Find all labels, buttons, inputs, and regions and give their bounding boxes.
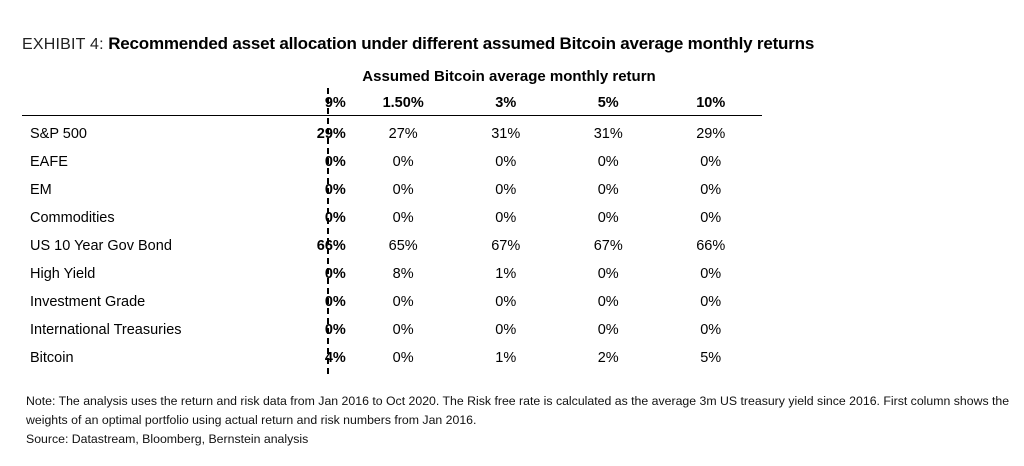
table-row: S&P 500 29% 27% 31% 31% 29% bbox=[22, 116, 762, 149]
table-cell: 0% bbox=[495, 210, 517, 226]
table-cell: 0% bbox=[597, 266, 619, 282]
row-label: International Treasuries bbox=[30, 322, 182, 338]
table-row: International Treasuries 0% 0% 0% 0% 0% bbox=[22, 316, 762, 344]
exhibit-title: Recommended asset allocation under diffe… bbox=[108, 34, 815, 53]
table-cell: 0% bbox=[597, 322, 619, 338]
column-header: 9% bbox=[296, 90, 352, 116]
table-cell: 0% bbox=[495, 182, 517, 198]
table-row: EM 0% 0% 0% 0% 0% bbox=[22, 176, 762, 204]
table-cell: 27% bbox=[388, 126, 418, 142]
table-cell: 0% bbox=[324, 322, 346, 338]
table-cell: 31% bbox=[491, 126, 521, 142]
table-row: Commodities 0% 0% 0% 0% 0% bbox=[22, 204, 762, 232]
table-cell: 0% bbox=[392, 322, 414, 338]
table-body: S&P 500 29% 27% 31% 31% 29% EAFE 0% 0% 0… bbox=[22, 116, 762, 373]
table-cell: 0% bbox=[700, 210, 722, 226]
table-cell: 0% bbox=[597, 294, 619, 310]
table-row: Bitcoin 4% 0% 1% 2% 5% bbox=[22, 344, 762, 372]
column-header: 1.50% bbox=[351, 90, 455, 116]
row-label-header bbox=[22, 90, 297, 116]
table-cell: 2% bbox=[597, 350, 619, 366]
table-cell: 31% bbox=[593, 126, 623, 142]
table-cell: 0% bbox=[700, 322, 722, 338]
table-cell: 5% bbox=[700, 350, 722, 366]
table-cell: 1% bbox=[495, 266, 517, 282]
column-header: 5% bbox=[556, 90, 660, 116]
analysis-note: Note: The analysis uses the return and r… bbox=[26, 394, 1010, 427]
footnotes: Note: The analysis uses the return and r… bbox=[26, 392, 1016, 449]
row-label: High Yield bbox=[30, 266, 96, 282]
row-label: US 10 Year Gov Bond bbox=[30, 238, 172, 254]
table-cell: 0% bbox=[700, 154, 722, 170]
row-label: Commodities bbox=[30, 210, 115, 226]
column-divider-dashed bbox=[327, 88, 329, 374]
table-cell: 0% bbox=[700, 182, 722, 198]
table-row: EAFE 0% 0% 0% 0% 0% bbox=[22, 148, 762, 176]
table-cell: 0% bbox=[324, 182, 346, 198]
table-cell: 0% bbox=[392, 350, 414, 366]
table-row: Investment Grade 0% 0% 0% 0% 0% bbox=[22, 288, 762, 316]
table-row: US 10 Year Gov Bond 66% 65% 67% 67% 66% bbox=[22, 232, 762, 260]
row-label: Bitcoin bbox=[30, 350, 74, 366]
table-cell: 66% bbox=[316, 238, 346, 254]
table-cell: 0% bbox=[324, 210, 346, 226]
table-cell: 1% bbox=[495, 350, 517, 366]
header-row: 9% 1.50% 3% 5% 10% bbox=[22, 90, 762, 116]
row-label: Investment Grade bbox=[30, 294, 146, 310]
table-cell: 0% bbox=[324, 266, 346, 282]
table-cell: 0% bbox=[324, 294, 346, 310]
table-cell: 0% bbox=[495, 154, 517, 170]
table-cell: 0% bbox=[392, 154, 414, 170]
table-cell: 0% bbox=[597, 182, 619, 198]
table-cell: 0% bbox=[495, 322, 517, 338]
row-label: EM bbox=[30, 182, 52, 198]
table-cell: 0% bbox=[700, 266, 722, 282]
column-group-header: Assumed Bitcoin average monthly return bbox=[362, 68, 656, 85]
row-label: EAFE bbox=[30, 154, 68, 170]
table-cell: 67% bbox=[491, 238, 521, 254]
table-cell: 0% bbox=[324, 154, 346, 170]
source-note: Source: Datastream, Bloomberg, Bernstein… bbox=[26, 432, 309, 446]
table-cell: 0% bbox=[392, 210, 414, 226]
table-cell: 66% bbox=[696, 238, 726, 254]
table-cell: 29% bbox=[696, 126, 726, 142]
column-header: 3% bbox=[454, 90, 557, 116]
table-cell: 0% bbox=[700, 294, 722, 310]
exhibit-tag: EXHIBIT 4: bbox=[22, 36, 104, 53]
table-cell: 0% bbox=[597, 210, 619, 226]
table-cell: 65% bbox=[388, 238, 418, 254]
table-cell: 67% bbox=[593, 238, 623, 254]
table-cell: 0% bbox=[392, 294, 414, 310]
exhibit-heading: EXHIBIT 4: Recommended asset allocation … bbox=[22, 34, 814, 54]
table-cell: 4% bbox=[324, 350, 346, 366]
allocation-table: 9% 1.50% 3% 5% 10% S&P 500 29% 27% 31% 3… bbox=[22, 90, 762, 372]
table-cell: 0% bbox=[392, 182, 414, 198]
table-row: High Yield 0% 8% 1% 0% 0% bbox=[22, 260, 762, 288]
row-label: S&P 500 bbox=[30, 126, 87, 142]
table-cell: 0% bbox=[495, 294, 517, 310]
table-cell: 29% bbox=[316, 126, 346, 142]
table-cell: 8% bbox=[392, 266, 414, 282]
column-header: 10% bbox=[659, 90, 762, 116]
table-cell: 0% bbox=[597, 154, 619, 170]
